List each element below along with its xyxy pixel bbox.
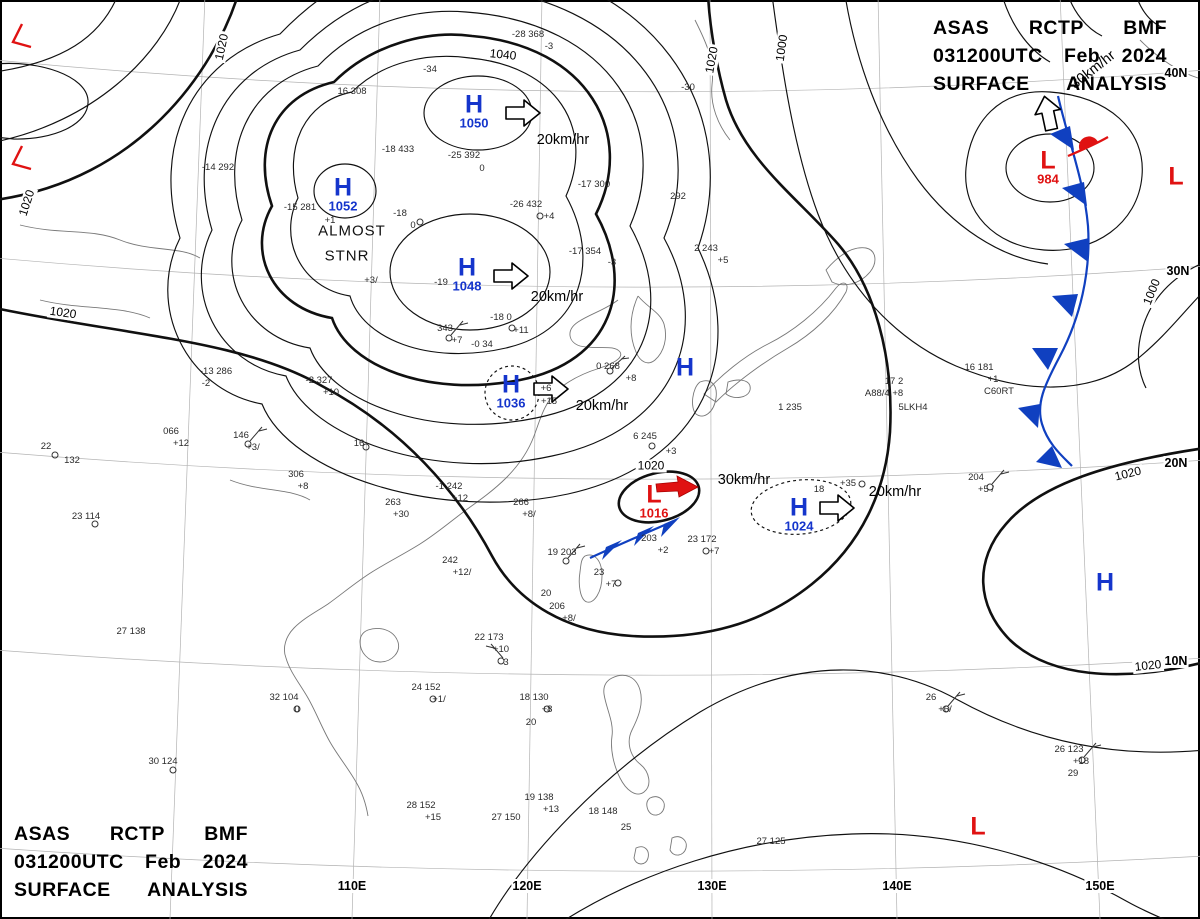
chart-title-top-right: ASAS RCTP BMF 031200UTC Feb 2024 SURFACE… — [933, 14, 1167, 98]
title-line-datetime: 031200UTC Feb 2024 — [933, 45, 1167, 67]
movement-arrows — [493, 95, 1062, 522]
title-line-id: ASAS RCTP BMF — [933, 17, 1167, 39]
red-hook-icon — [11, 23, 32, 49]
arrow-right-icon — [819, 494, 855, 522]
chart-title-bottom-left: ASAS RCTP BMF 031200UTC Feb 2024 SURFACE… — [14, 820, 248, 904]
red-arrow-icon — [655, 475, 699, 498]
coastlines — [19, 19, 1199, 865]
arrow-right-icon — [505, 99, 541, 127]
weather-fronts — [589, 95, 1109, 560]
title-line-type: SURFACE ANALYSIS — [14, 879, 248, 901]
title-line-datetime: 031200UTC Feb 2024 — [14, 851, 248, 873]
arrow-up-icon — [1034, 95, 1062, 132]
arrow-right-icon — [533, 375, 569, 403]
arrow-right-icon — [493, 262, 529, 290]
red-edge-marks — [11, 23, 32, 171]
station-symbols — [51, 212, 1102, 774]
title-line-id: ASAS RCTP BMF — [14, 823, 248, 845]
title-line-type: SURFACE ANALYSIS — [933, 73, 1167, 95]
red-hook-icon — [11, 145, 32, 171]
